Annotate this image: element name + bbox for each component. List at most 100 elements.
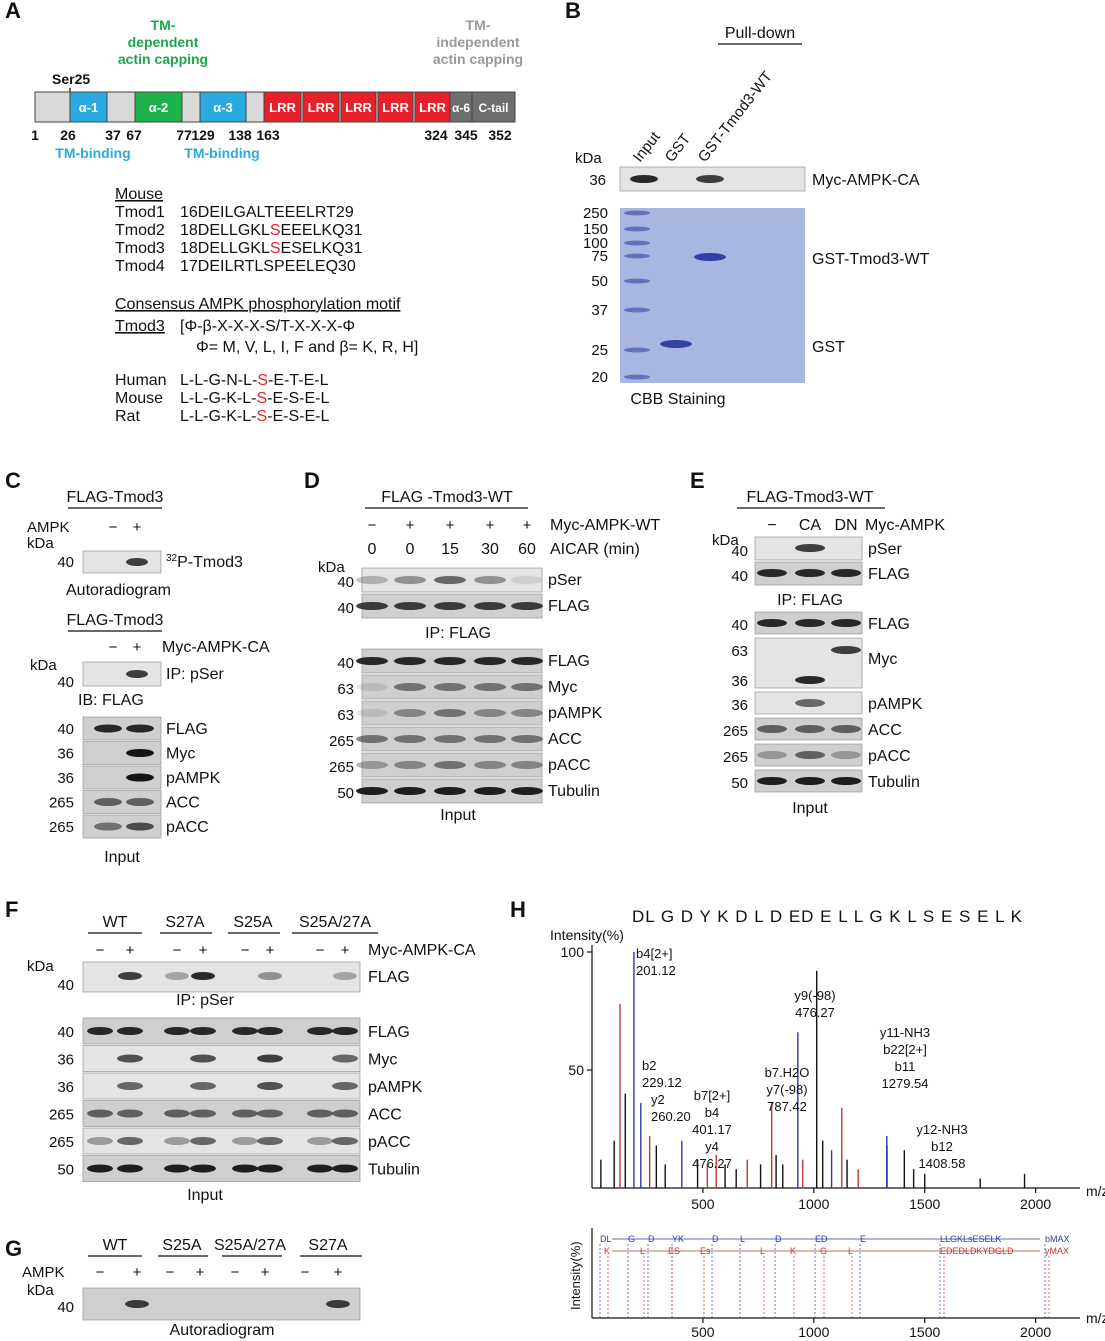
band	[474, 709, 506, 717]
blot-label: FLAG	[548, 653, 590, 670]
panel-label: E	[690, 468, 705, 493]
blot-label: pAMPK	[548, 705, 603, 722]
blot-label: IP: FLAG	[425, 625, 491, 642]
band	[117, 1137, 143, 1145]
band	[126, 822, 154, 831]
domain-box	[199, 91, 247, 123]
gel-band	[694, 253, 726, 261]
sequence: 18DELLGKLSESELKQ31	[180, 240, 362, 257]
band	[232, 1164, 258, 1173]
panel-label: A	[5, 0, 21, 23]
band	[332, 1027, 358, 1035]
peak-annotation: b2	[642, 1058, 656, 1073]
marker-label: 63	[337, 707, 354, 724]
construct-label: FLAG-Tmod3	[67, 489, 164, 506]
kda-label: kDa	[27, 958, 54, 975]
band	[394, 657, 426, 665]
domain-note: TM-	[466, 17, 491, 33]
band	[394, 709, 426, 717]
band	[511, 735, 543, 743]
ladder-band	[624, 226, 650, 232]
marker-label: 40	[57, 721, 74, 738]
axis-title: Intensity(%)	[550, 927, 624, 943]
domain-label: LRR	[308, 100, 335, 115]
peak-annotation: y2	[651, 1092, 665, 1107]
blot-label: FLAG	[166, 721, 208, 738]
sequence-site: S	[256, 390, 267, 407]
band	[190, 1082, 216, 1090]
gel-caption: CBB Staining	[630, 391, 725, 408]
marker-label: 36	[731, 673, 748, 690]
lane-sign: +	[334, 1264, 343, 1281]
kda-label: kDa	[27, 535, 54, 552]
caption: Input	[792, 800, 828, 817]
lane-sign: −	[231, 1264, 240, 1281]
marker-label: 40	[337, 600, 354, 617]
kda-label: kDa	[318, 559, 345, 576]
band	[394, 576, 426, 584]
marker-label: 265	[49, 795, 74, 812]
peak-annotation: 476.27	[795, 1005, 835, 1020]
marker-label: 265	[329, 733, 354, 750]
marker-label: 50	[591, 273, 608, 290]
band	[126, 798, 154, 806]
band	[795, 544, 825, 552]
peak-annotation: b4	[705, 1105, 719, 1120]
band	[696, 175, 724, 183]
lane-sign: +	[126, 942, 135, 959]
band	[630, 175, 658, 183]
domain-box	[134, 91, 183, 123]
position-label: 163	[256, 127, 280, 143]
marker-label: 63	[337, 681, 354, 698]
band	[831, 619, 861, 627]
band	[126, 670, 148, 678]
marker-label: 36	[57, 1079, 74, 1096]
section-header: Consensus AMPK phosphorylation motif	[115, 296, 401, 313]
band	[333, 972, 357, 980]
marker-label: 50	[731, 775, 748, 792]
site-label: Ser25	[52, 71, 90, 87]
blot	[82, 550, 162, 574]
ladder-band	[624, 210, 650, 216]
sequence: L-L-G-N-L-S-E-T-E-L	[180, 372, 329, 389]
x-tick-label: 1500	[909, 1196, 940, 1212]
peak-annotation: 260.20	[651, 1109, 691, 1124]
band	[117, 1027, 143, 1035]
band	[117, 1054, 143, 1063]
blot-label: pACC	[548, 757, 591, 774]
sequence-name: Tmod4	[115, 258, 165, 275]
band	[118, 972, 142, 980]
band	[232, 1027, 258, 1035]
time-label: 30	[481, 541, 499, 558]
band	[394, 735, 426, 743]
lane-sign: −	[301, 1264, 310, 1281]
label-text: P-Tmod3	[177, 554, 243, 571]
lane-sign: −	[166, 1264, 175, 1281]
band	[356, 787, 388, 795]
lane-sign: +	[523, 517, 532, 534]
band	[434, 683, 466, 691]
sequence: 18DELLGKLSEEELKQ31	[180, 222, 362, 239]
peak-annotation: 201.12	[636, 963, 676, 978]
band	[165, 972, 189, 980]
band	[117, 1082, 143, 1090]
species-name: Human	[115, 372, 167, 389]
y-ion-label: yMAX	[1045, 1246, 1069, 1256]
marker-label: 40	[57, 1299, 74, 1316]
panel-label: F	[5, 897, 18, 922]
peak-annotation: y9(-98)	[794, 988, 835, 1003]
sequence-text: 16DEILGALTEEELRT29	[180, 204, 354, 221]
sequence-name: Tmod1	[115, 204, 165, 221]
species-name: Mouse	[115, 390, 163, 407]
lane-sign: +	[341, 942, 350, 959]
band	[394, 602, 426, 610]
band	[795, 569, 825, 577]
group-label: S25A/27A	[299, 914, 371, 931]
marker-label: 36	[589, 172, 606, 189]
gel	[620, 208, 805, 383]
band	[164, 1027, 190, 1035]
b-ion-label: DL	[600, 1234, 612, 1244]
blot	[82, 741, 162, 765]
sequence: L-L-G-K-L-S-E-S-E-L	[180, 390, 329, 407]
caption: Autoradiogram	[170, 1322, 275, 1339]
